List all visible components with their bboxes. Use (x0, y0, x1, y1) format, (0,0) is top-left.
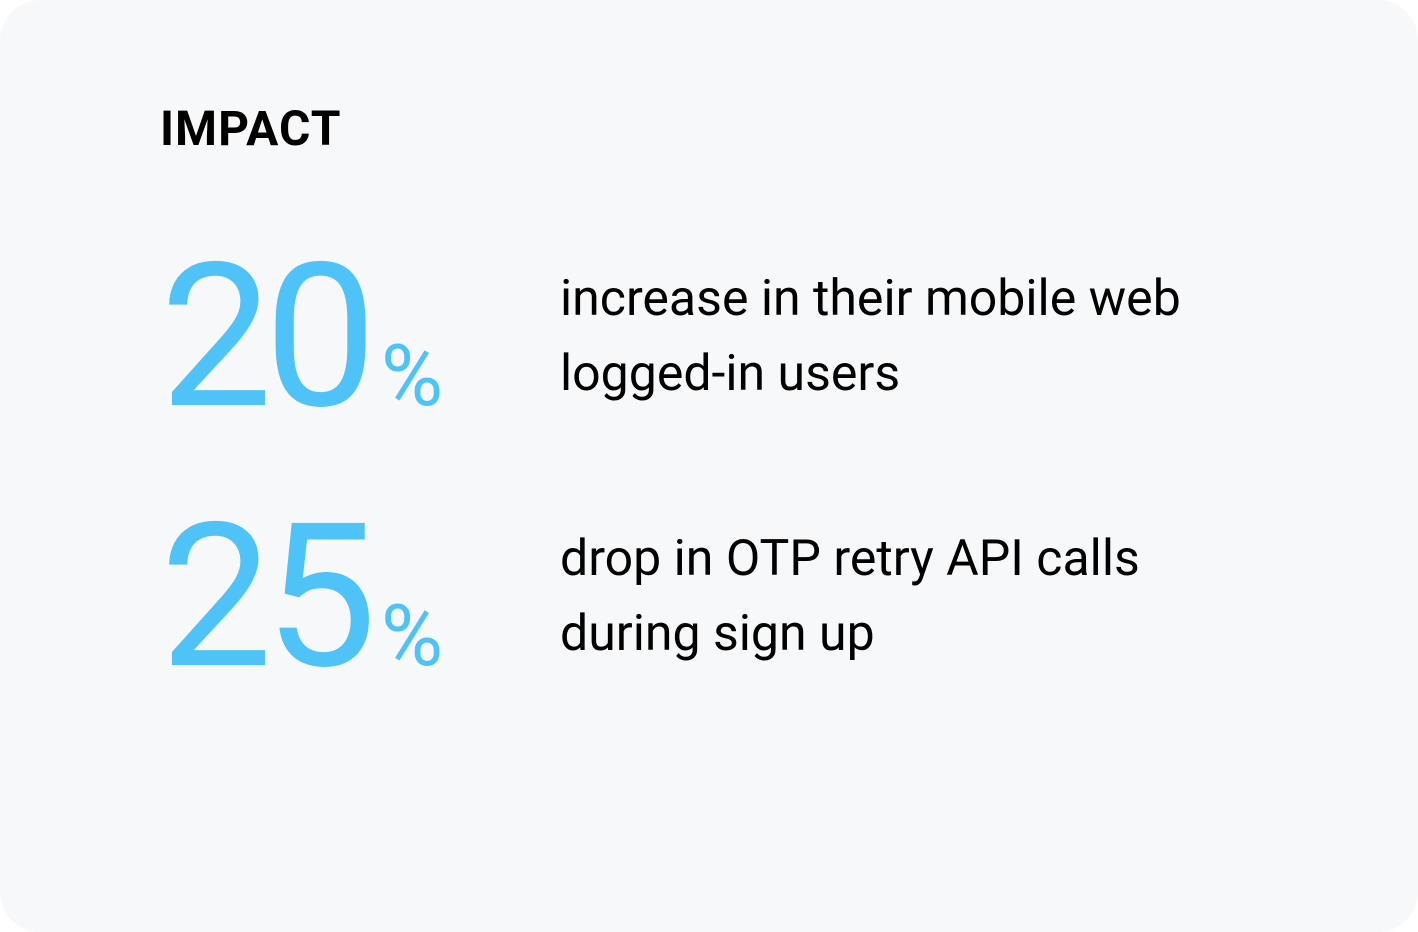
stat-description: increase in their mobile web logged-in u… (560, 262, 1258, 412)
stat-value: 25 % (160, 497, 560, 697)
stat-number: 20 (160, 237, 369, 437)
card-heading: IMPACT (160, 100, 1258, 157)
impact-card: IMPACT 20 % increase in their mobile web… (0, 0, 1418, 932)
stat-percent: % (381, 594, 443, 679)
stat-value: 20 % (160, 237, 560, 437)
stat-row: 25 % drop in OTP retry API calls during … (160, 497, 1258, 697)
stat-description: drop in OTP retry API calls during sign … (560, 522, 1258, 672)
stat-row: 20 % increase in their mobile web logged… (160, 237, 1258, 437)
stat-number: 25 (160, 497, 369, 697)
stat-percent: % (381, 334, 443, 419)
